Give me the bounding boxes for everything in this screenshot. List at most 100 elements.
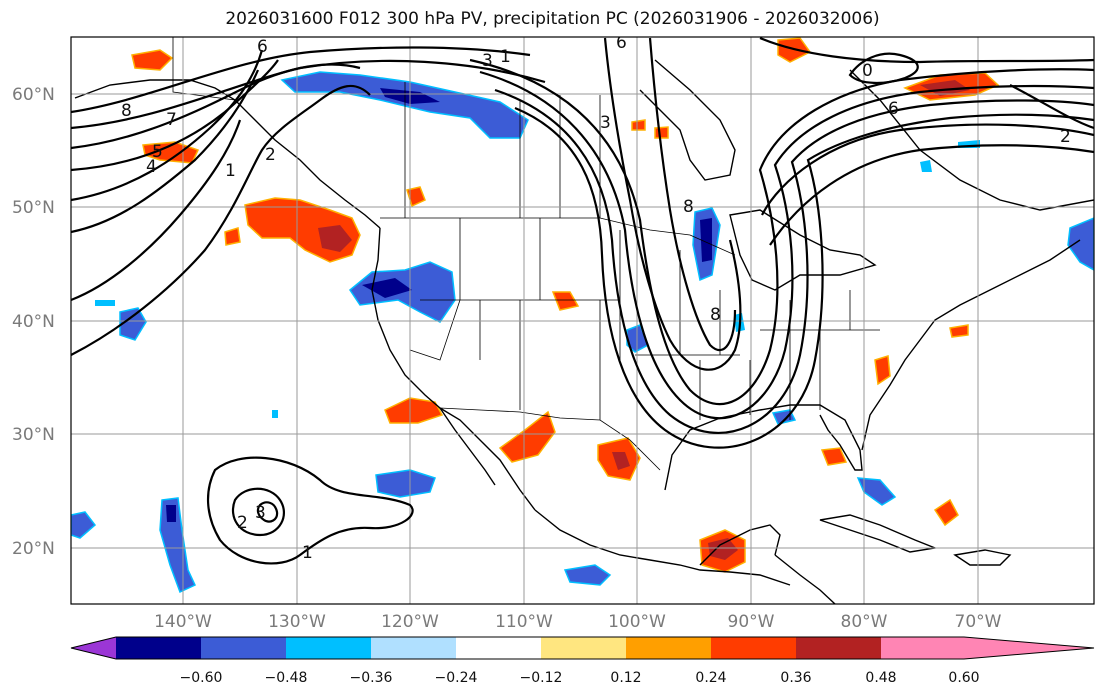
pv-trough-contour — [479, 70, 1094, 420]
pv-trough-contour — [494, 88, 1094, 434]
precip-positive-area — [949, 324, 969, 338]
pv-contour — [71, 46, 531, 114]
precip-positive-area — [224, 227, 241, 246]
pv-label: 1 — [302, 543, 313, 563]
lat-label: 30°N — [12, 425, 55, 445]
coastline-us-east — [861, 239, 1081, 451]
pv-label: 2 — [237, 513, 248, 533]
precip-negative-area — [119, 307, 147, 341]
lon-label: 80°W — [841, 612, 888, 632]
colorbar-segment — [711, 637, 796, 659]
pv-label: 3 — [600, 113, 611, 133]
lon-label: 70°W — [955, 612, 1002, 632]
pv-trough-contour — [514, 106, 1094, 449]
pv-trough-contour — [648, 37, 737, 352]
lat-label: 20°N — [12, 539, 55, 559]
colorbar-tick-label: 0.24 — [695, 670, 726, 686]
pv-contour — [1009, 84, 1094, 130]
pv-contour-labels: 6 8 7 5 4 1 2 3 1 6 3 8 8 0 6 2 3 2 1 — [121, 33, 1071, 563]
coastline-central-america — [774, 554, 836, 604]
colorbar-extend-low — [71, 637, 116, 659]
precip-negative-area — [856, 477, 897, 506]
colorbar-outline — [70, 636, 1095, 660]
pv-contour — [71, 69, 260, 234]
colorbar-tick-label: −0.36 — [350, 670, 393, 686]
precip-negative-core — [166, 505, 176, 522]
precip-negative-area — [71, 511, 97, 539]
precip-positive-area — [654, 126, 669, 139]
pv-label: 1 — [500, 47, 511, 67]
lon-label: 110°W — [495, 612, 553, 632]
precip-positive-area — [498, 410, 556, 463]
pv-contour — [71, 119, 242, 302]
colorbar-tick-label: −0.48 — [265, 670, 308, 686]
pv-label: 8 — [683, 197, 694, 217]
pv-contour — [71, 49, 264, 202]
pv-label: 8 — [710, 305, 721, 325]
lat-label: 40°N — [12, 312, 55, 332]
colorbar-tick-label: −0.12 — [520, 670, 563, 686]
pv-label: 1 — [225, 161, 236, 181]
coastline-hudson-bay — [639, 59, 736, 181]
colorbar-tick-label: −0.60 — [180, 670, 223, 686]
colorbar: −0.60 −0.48 −0.36 −0.24 −0.12 0.12 0.24 … — [70, 636, 1095, 686]
lon-label: 100°W — [608, 612, 666, 632]
coastline-great-lakes — [729, 209, 877, 291]
border-alaska-canada — [172, 37, 236, 101]
pv-trough-contour — [769, 144, 1094, 246]
map-frame — [70, 36, 1095, 605]
pv-label: 0 — [862, 61, 873, 81]
lon-label: 90°W — [728, 612, 775, 632]
pv-cutoff-contour — [232, 487, 286, 537]
pv-label: 2 — [265, 145, 276, 165]
colorbar-tick-label: 0.36 — [780, 670, 811, 686]
colorbar-segment — [456, 637, 541, 659]
precip-negative-area — [1067, 217, 1094, 271]
political-borders — [172, 37, 880, 471]
coastline-us-west — [371, 227, 536, 511]
graticule — [71, 37, 1094, 604]
precip-negative-area — [920, 160, 932, 172]
longitude-labels: 140°W 130°W 120°W 110°W 100°W 90°W 80°W … — [154, 612, 1002, 632]
coastline-hispaniola — [953, 549, 1012, 566]
pv-contour — [848, 52, 919, 84]
coastline-mexico — [534, 509, 791, 586]
border-province — [404, 82, 601, 218]
precip-positive-core — [612, 452, 630, 470]
pv-label: 4 — [146, 157, 157, 177]
pv-label: 2 — [1060, 127, 1071, 147]
latitude-labels: 60°N 50°N 40°N 30°N 20°N — [12, 85, 55, 559]
lat-label: 60°N — [12, 85, 55, 105]
pv-label: 3 — [482, 51, 493, 71]
precip-negative-area — [563, 564, 612, 586]
colorbar-tick-label: 0.48 — [865, 670, 896, 686]
pv-contours — [71, 37, 1094, 565]
colorbar-segment — [371, 637, 456, 659]
pv-label: 6 — [888, 99, 899, 119]
pv-contour — [71, 84, 371, 356]
pv-label: 6 — [257, 37, 268, 57]
pv-contour — [759, 37, 1094, 64]
pv-cutoff-contour — [256, 501, 279, 523]
pv-contour — [71, 59, 279, 172]
precip-positive-area — [820, 447, 848, 466]
lon-label: 120°W — [381, 612, 439, 632]
pv-cutoff-contour — [206, 456, 414, 565]
colorbar-segment — [796, 637, 881, 659]
colorbar-segment — [881, 637, 964, 659]
precip-negative-core — [362, 278, 412, 298]
precip-positive-core — [920, 80, 970, 96]
precip-negative-area — [95, 300, 115, 306]
pv-contour — [71, 63, 361, 150]
precip-negative-core — [700, 218, 712, 262]
precip-positive-core — [708, 538, 738, 560]
pv-label: 6 — [616, 33, 627, 53]
colorbar-segment — [201, 637, 286, 659]
precip-positive-core — [318, 225, 352, 252]
colorbar-segment — [541, 637, 626, 659]
colorbar-segment — [286, 637, 371, 659]
precip-positive-area — [874, 355, 891, 386]
pv-trough-contour — [761, 123, 1094, 216]
precip-negative-area — [272, 410, 278, 418]
